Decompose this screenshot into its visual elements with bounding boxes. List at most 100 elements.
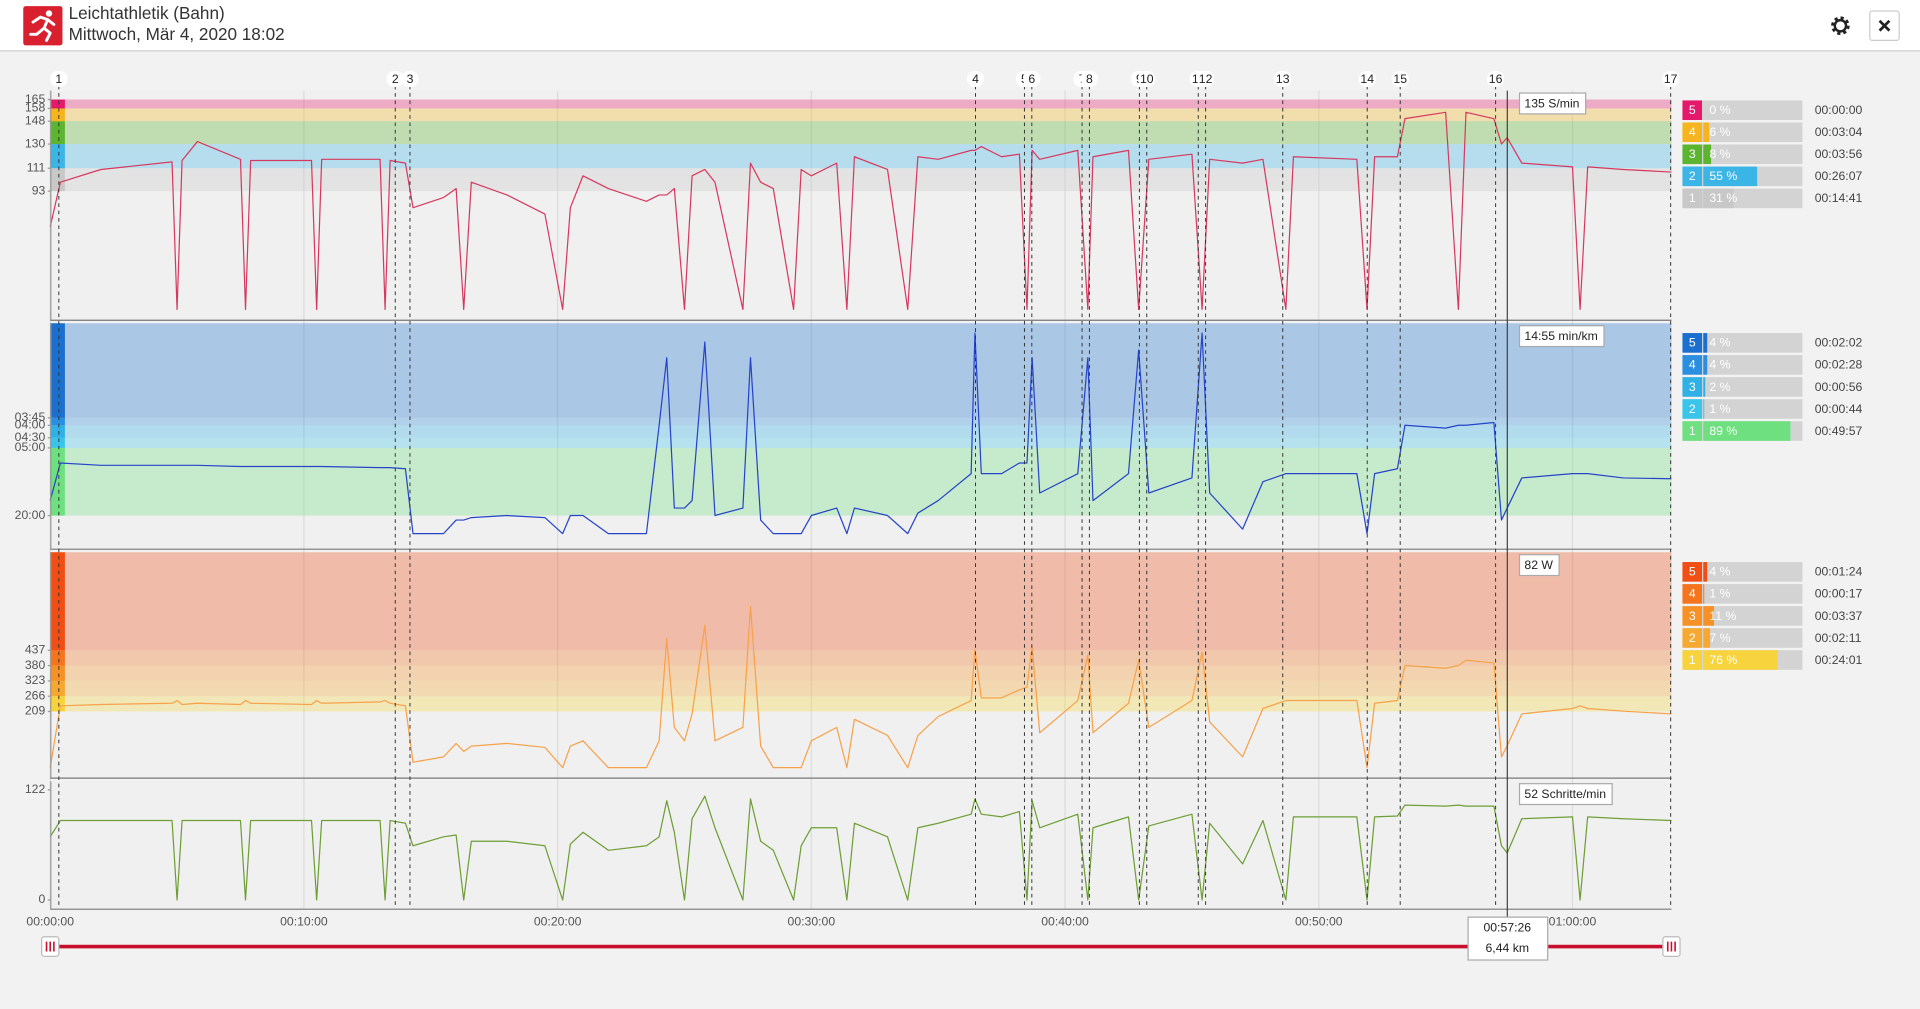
lap-label: 17 xyxy=(1664,72,1678,86)
zone-number-box xyxy=(1682,188,1703,209)
zone-row xyxy=(1682,562,1803,582)
zone-share-bar xyxy=(1703,650,1778,670)
zone-duration: 00:02:28 xyxy=(1815,358,1863,372)
y-tick-label: 266 xyxy=(25,688,46,702)
zone-band xyxy=(50,665,1672,681)
y-tick-label: 209 xyxy=(25,704,46,718)
lap-badge xyxy=(1023,71,1041,87)
zone-number-box xyxy=(1682,562,1703,582)
plot-background xyxy=(50,552,1672,778)
zone-stripe xyxy=(50,417,65,426)
zone-band xyxy=(50,417,1672,426)
y-tick-label: 20:00 xyxy=(15,508,46,522)
zone-band xyxy=(50,121,1672,145)
zone-number: 5 xyxy=(1689,565,1696,579)
zone-number-box xyxy=(1682,399,1703,419)
zone-band xyxy=(50,168,1672,192)
zone-stripe xyxy=(50,552,65,651)
lap-label: 16 xyxy=(1489,72,1503,86)
lap-badge xyxy=(386,71,404,87)
zone-stripe xyxy=(50,99,65,109)
zone-stripe xyxy=(50,425,65,438)
lap-label: 10 xyxy=(1140,72,1154,86)
zone-row xyxy=(1682,144,1803,165)
zone-number-box xyxy=(1682,606,1703,626)
zone-share-bar xyxy=(1703,421,1791,441)
zone-duration: 00:02:11 xyxy=(1815,631,1862,645)
zone-stripe xyxy=(50,680,65,697)
zone-stripe xyxy=(50,437,65,448)
settings-button[interactable] xyxy=(1831,16,1850,36)
lap-label: 13 xyxy=(1276,72,1290,86)
data-line xyxy=(49,111,1672,311)
lap-badge xyxy=(1138,71,1156,87)
zone-number-box xyxy=(1682,421,1703,441)
zone-share: 1 % xyxy=(1709,402,1730,416)
zone-row xyxy=(1682,333,1803,353)
zone-duration: 00:03:56 xyxy=(1815,147,1863,161)
y-tick-label: 04:30 xyxy=(15,430,46,444)
y-tick-label: 122 xyxy=(25,782,46,796)
zone-row xyxy=(1682,628,1803,648)
y-tick-label: 323 xyxy=(25,673,46,687)
readout: 82 W xyxy=(1518,554,1560,577)
zone-share: 55 % xyxy=(1709,169,1737,183)
x-tick-label: 01:00:00 xyxy=(1549,914,1597,928)
zone-duration: 00:03:37 xyxy=(1815,609,1863,623)
lap-badge xyxy=(1080,71,1098,87)
y-tick-label: 130 xyxy=(25,136,46,150)
zone-number-box xyxy=(1682,377,1703,397)
lap-badge xyxy=(401,71,419,87)
zone-number: 5 xyxy=(1689,336,1696,350)
zone-stripe xyxy=(50,447,65,516)
zone-row xyxy=(1682,584,1803,604)
y-tick-label: 437 xyxy=(25,643,46,657)
range-handle-grip xyxy=(45,941,55,952)
y-tick-label: 03:45 xyxy=(15,410,46,424)
zone-duration: 00:00:17 xyxy=(1815,587,1863,601)
zone-duration: 00:00:56 xyxy=(1815,380,1863,394)
zone-share-bar xyxy=(1703,562,1708,582)
zone-stripe xyxy=(50,323,65,418)
zone-number: 1 xyxy=(1689,191,1696,205)
zone-duration: 00:14:41 xyxy=(1815,191,1863,205)
y-tick-label: 111 xyxy=(27,160,46,174)
zone-share: 89 % xyxy=(1709,424,1737,438)
zone-stripe xyxy=(50,665,65,681)
lap-label: 2 xyxy=(392,72,399,86)
zone-stripe xyxy=(50,144,65,169)
zone-number-box xyxy=(1682,122,1703,143)
zone-share: 4 % xyxy=(1709,336,1730,350)
zone-duration: 00:00:44 xyxy=(1815,402,1863,416)
close-button[interactable] xyxy=(1869,10,1900,42)
range-handle[interactable] xyxy=(41,936,60,957)
zone-share-bar xyxy=(1703,584,1705,604)
y-tick-label: 148 xyxy=(25,113,46,127)
zone-band xyxy=(50,447,1672,516)
zone-number-box xyxy=(1682,333,1703,353)
data-line xyxy=(49,795,1672,901)
range-handle-grip xyxy=(1666,941,1676,952)
zone-row xyxy=(1682,399,1803,419)
data-line xyxy=(49,605,1672,769)
zone-share: 4 % xyxy=(1709,565,1730,579)
x-tick-label: 00:00:00 xyxy=(26,914,74,928)
y-tick-label: 165 xyxy=(25,92,46,106)
zone-number-box xyxy=(1682,584,1703,604)
lap-badge xyxy=(1358,71,1376,87)
zone-share: 4 % xyxy=(1709,358,1730,372)
zone-stripe xyxy=(50,121,65,145)
zone-duration: 00:00:00 xyxy=(1815,103,1863,117)
zone-number: 3 xyxy=(1689,609,1696,623)
lap-label: 12 xyxy=(1199,72,1213,86)
range-handle[interactable] xyxy=(1662,936,1681,957)
zone-row xyxy=(1682,122,1803,143)
cursor-distance: 6,44 km xyxy=(1486,941,1530,955)
zone-number: 3 xyxy=(1689,147,1696,161)
lap-label: 8 xyxy=(1086,72,1093,86)
zone-duration: 00:26:07 xyxy=(1815,169,1863,183)
zone-stripe xyxy=(50,696,65,712)
zone-duration: 00:49:57 xyxy=(1815,424,1863,438)
readout: 52 Schritte/min xyxy=(1518,783,1613,806)
